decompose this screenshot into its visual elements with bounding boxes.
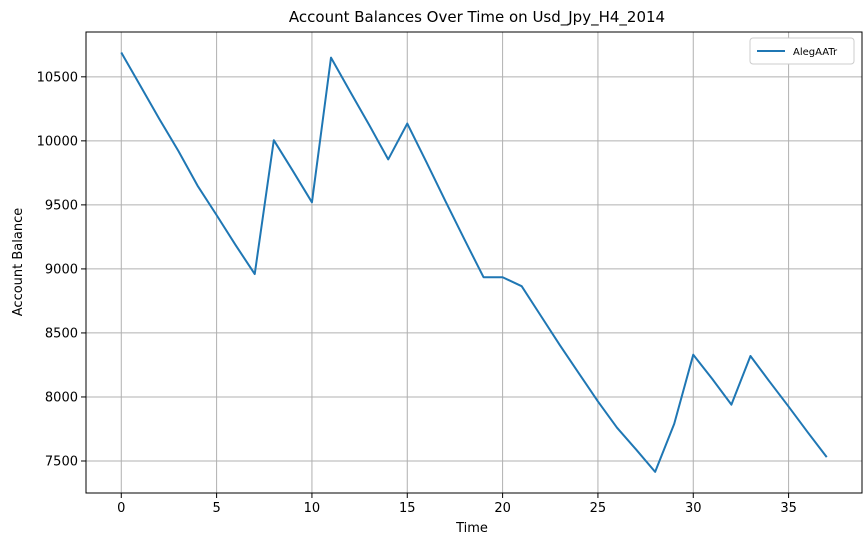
x-tick-label: 15 <box>399 501 416 516</box>
data-point <box>425 161 427 163</box>
y-axis-ticks: 7500 8000 8500 9000 9500 10000 10500 <box>37 70 86 469</box>
y-tick-label: 8000 <box>45 390 78 405</box>
data-point <box>177 150 179 152</box>
data-point <box>158 118 160 120</box>
data-point <box>711 378 713 380</box>
data-point <box>807 431 809 433</box>
data-point <box>502 276 504 278</box>
x-tick-label: 5 <box>212 501 220 516</box>
data-point <box>444 200 446 202</box>
data-point <box>769 381 771 383</box>
data-point <box>463 238 465 240</box>
data-point <box>559 344 561 346</box>
x-tick-label: 10 <box>304 501 321 516</box>
y-tick-label: 9500 <box>45 198 78 213</box>
series-layer <box>120 51 828 473</box>
data-point <box>749 355 751 357</box>
data-point <box>635 448 637 450</box>
data-point <box>654 471 656 473</box>
x-tick-label: 0 <box>117 501 125 516</box>
data-point <box>406 123 408 125</box>
data-point <box>292 170 294 172</box>
y-axis-label: Account Balance <box>11 208 26 316</box>
data-point <box>540 315 542 317</box>
x-axis-label: Time <box>455 521 488 536</box>
y-tick-label: 10000 <box>37 134 78 149</box>
data-point <box>120 51 122 53</box>
data-point <box>254 273 256 275</box>
data-point <box>616 427 618 429</box>
data-point <box>368 124 370 126</box>
data-point <box>730 404 732 406</box>
data-point <box>692 354 694 356</box>
data-point <box>139 85 141 87</box>
x-tick-label: 35 <box>780 501 797 516</box>
x-tick-label: 30 <box>685 501 702 516</box>
data-point <box>216 214 218 216</box>
legend: AlegAATr <box>749 37 855 65</box>
y-tick-label: 7500 <box>45 454 78 469</box>
x-tick-label: 25 <box>590 501 607 516</box>
data-point <box>387 158 389 160</box>
data-point <box>197 185 199 187</box>
y-tick-label: 10500 <box>37 70 78 85</box>
data-point <box>788 406 790 408</box>
data-point <box>521 285 523 287</box>
plot-frame <box>85 31 863 494</box>
data-point <box>349 91 351 93</box>
data-point <box>597 400 599 402</box>
data-point <box>311 201 313 203</box>
legend-label: AlegAATr <box>793 47 838 58</box>
data-point <box>273 139 275 141</box>
y-tick-label: 9000 <box>45 262 78 277</box>
chart-title: Account Balances Over Time on Usd_Jpy_H4… <box>289 8 665 27</box>
grid <box>86 32 862 493</box>
data-point <box>578 372 580 374</box>
series-line-0 <box>120 51 828 473</box>
data-point <box>330 57 332 59</box>
data-point <box>826 456 828 458</box>
data-point <box>235 244 237 246</box>
x-tick-label: 20 <box>494 501 511 516</box>
y-tick-label: 8500 <box>45 326 78 341</box>
data-point <box>673 423 675 425</box>
data-point <box>483 276 485 278</box>
legend-box <box>749 37 855 65</box>
x-axis-ticks: 0 5 10 15 20 25 30 35 <box>117 493 797 516</box>
